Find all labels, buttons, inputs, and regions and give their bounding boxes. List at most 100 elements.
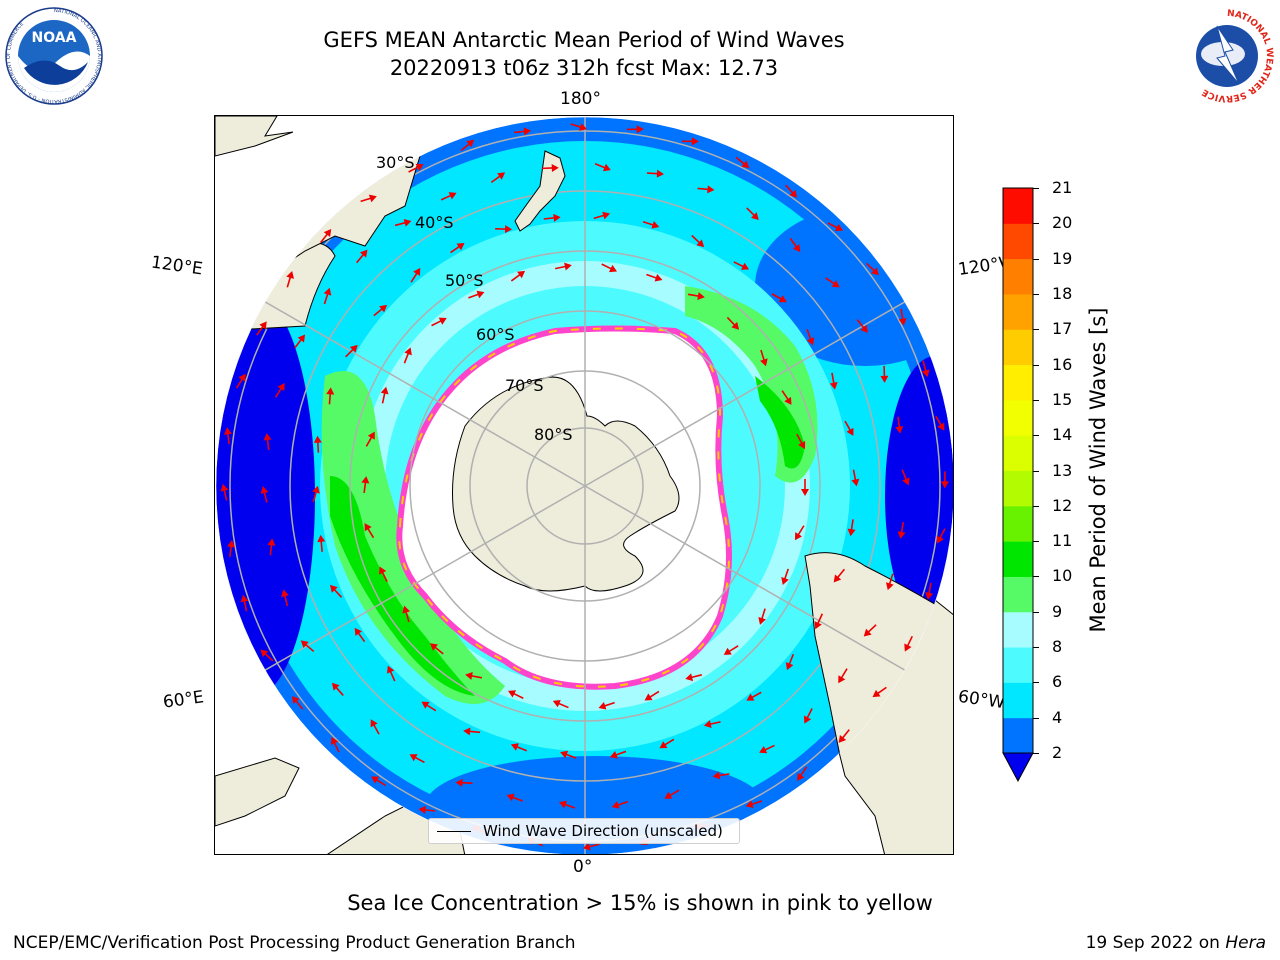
wind-arrow [330,736,340,753]
legend-label: Wind Wave Direction (unscaled) [483,822,723,840]
wind-arrow [872,686,887,698]
wind-arrow [685,673,702,682]
wind-arrow [856,319,868,333]
wind-arrow [430,643,444,655]
wind-arrow [418,805,436,814]
wind-arrow [771,293,787,303]
wind-arrow [360,194,377,203]
wind-arrow [463,727,481,736]
wind-arrow [746,691,762,701]
wind-arrow [227,539,236,557]
lat-label-30s: 30°S [376,153,415,172]
wind-arrow [797,766,808,781]
green-wave-regions [321,286,818,704]
footer-credit: NCEP/EMC/Verification Post Processing Pr… [13,933,576,953]
wind-arrow [659,738,675,749]
wind-arrow [723,645,739,655]
footer-date: 19 Sep 2022 on Hera [1085,933,1266,953]
colorbar-segment [1003,611,1033,648]
wind-arrow [829,372,838,390]
colorbar-tick-label: 9 [1052,601,1063,621]
wind-arrow [796,433,806,450]
wind-arrow [806,329,815,346]
wind-arrow [514,127,532,136]
wind-arrow [594,163,611,172]
noaa-logo: NOAA NATIONAL OCEANIC AND ATMOSPHERIC AD… [4,6,104,106]
wind-arrow [898,308,907,326]
wind-arrow [554,262,572,271]
colorbar-segment [1003,470,1033,507]
wind-arrow [260,649,274,662]
wind-arrow [409,754,425,764]
colorbar-tick-label: 18 [1052,283,1073,303]
wind-arrow [611,800,629,809]
wind-arrow [508,690,524,699]
wind-arrow [379,566,388,583]
colorbar-tick-label: 11 [1052,531,1073,551]
lon-label-120e: 120°E [149,252,204,280]
colorbar-extend-arrow [1002,752,1034,783]
wind-arrow [921,360,930,378]
colorbar-segment [1003,647,1033,683]
colorbar-segment [1003,541,1033,577]
wind-arrow [746,207,759,220]
wind-arrow [281,589,289,607]
wind-arrow [431,317,447,327]
colorbar-tick-label: 4 [1052,707,1063,727]
wind-arrow [260,486,269,503]
wind-arrow [936,528,946,544]
lat-label-60s: 60°S [476,325,515,344]
wind-arrow [286,271,294,288]
lat-label-80s: 80°S [534,425,573,444]
wind-arrow [681,137,699,146]
wind-arrow [847,519,856,537]
wind-arrow [495,225,513,234]
wind-arrow [712,771,730,780]
wind-arrow [735,156,750,169]
wind-arrow [380,386,389,404]
colorbar-segment [1003,258,1033,295]
lon-label-60e: 60°E [161,687,206,713]
wind-arrow [541,163,559,172]
colorbar-segment [1003,364,1033,401]
wind-arrow [582,842,600,851]
colorbar-tick-label: 2 [1052,743,1063,762]
nws-logo: NATIONAL WEATHER SERVICE [1177,6,1277,106]
wind-arrow [644,690,660,701]
wind-arrow [785,654,795,671]
wind-arrow [601,263,618,273]
wind-arrow [570,123,587,131]
wind-arrow [758,608,766,625]
wind-arrow [789,237,801,253]
antarctica [452,376,680,592]
polar-map: 30°S 40°S 50°S 60°S 70°S 80°S [214,115,954,855]
wind-arrow [838,729,850,743]
wind-arrow [345,344,358,358]
wind-arrow [609,750,627,759]
wind-arrow [220,483,229,501]
colorbar-tick-label: 15 [1052,389,1073,409]
colorbar-segment [1003,435,1033,471]
wind-arrow [240,594,249,612]
wind-arrow [371,776,386,787]
wind-arrow [510,743,527,752]
wind-arrow [235,373,246,389]
lat-label-70s: 70°S [505,376,544,395]
wind-arrow [687,292,705,300]
wind-arrow [940,471,949,489]
wind-arrow [814,613,824,630]
map-canvas [215,116,953,854]
wind-arrow [223,427,232,445]
wind-arrow [697,185,715,194]
wind-arrow [460,139,475,152]
wind-arrow [935,415,945,431]
wind-arrow [598,701,615,710]
wind-arrow [256,321,267,336]
wind-arrow [421,701,437,712]
lon-label-60w: 60°W [956,686,1007,714]
wind-arrow [925,582,934,600]
wind-arrow [833,568,846,583]
wind-arrow [593,211,611,220]
colorbar-segment [1003,329,1033,366]
wind-arrow [801,479,809,496]
